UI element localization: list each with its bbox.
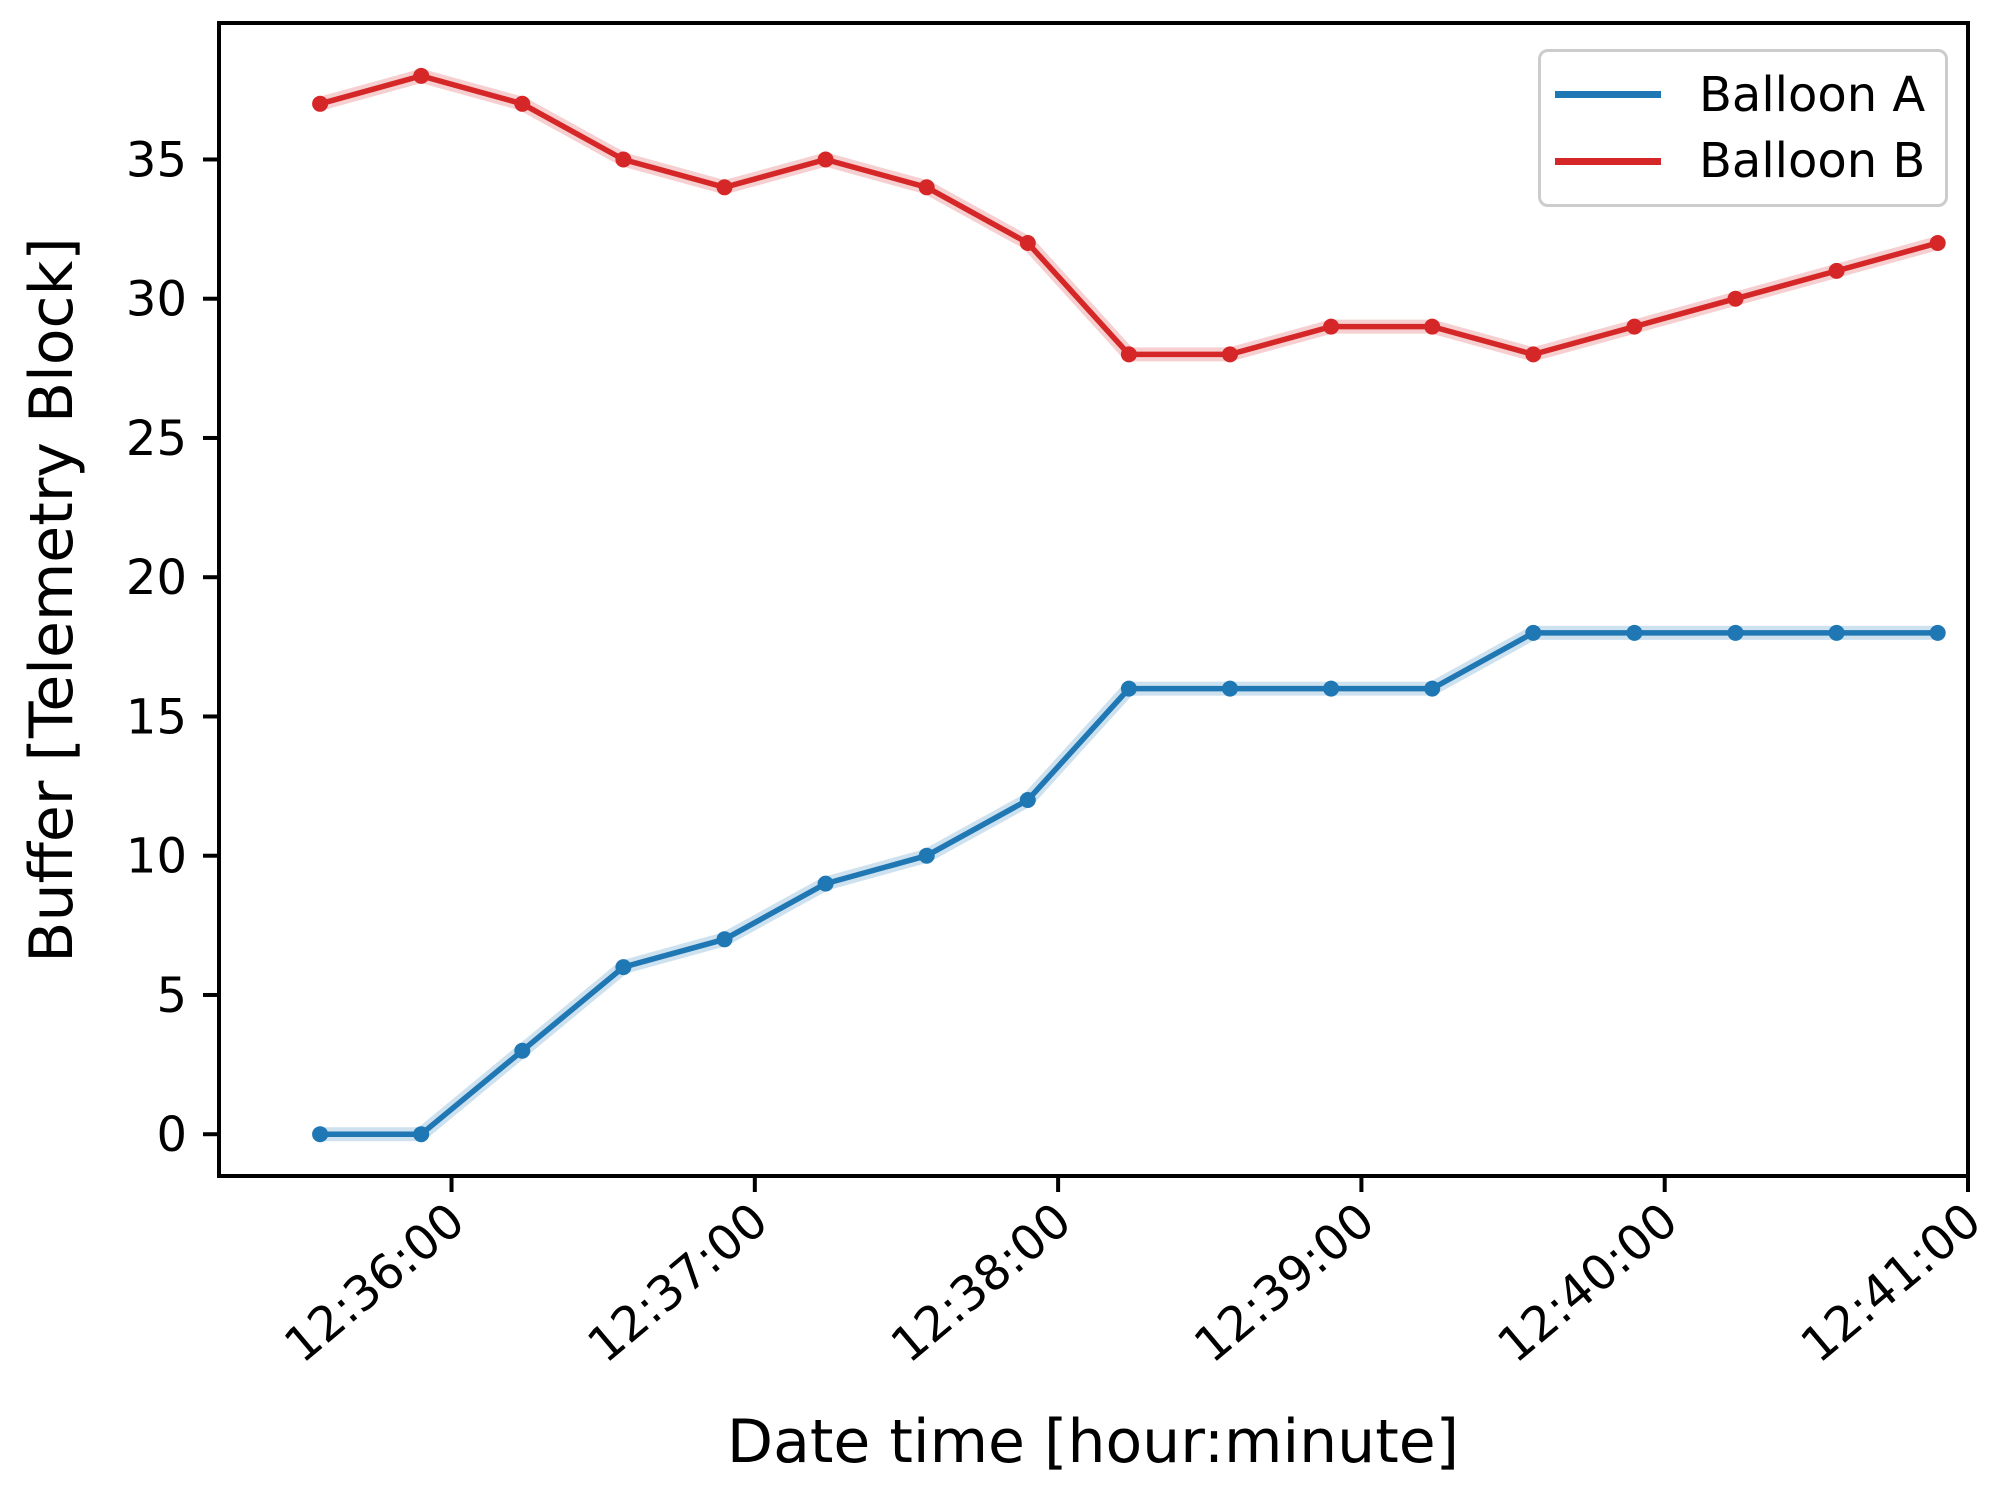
series-marker-balloon-b xyxy=(817,151,834,168)
axes-spines xyxy=(217,21,1970,1178)
series-marker-balloon-b xyxy=(1525,346,1542,363)
legend: Balloon A Balloon B xyxy=(1538,49,1948,207)
series-marker-balloon-a xyxy=(615,959,632,976)
series-marker-balloon-b xyxy=(1323,318,1340,335)
series-marker-balloon-b xyxy=(1424,318,1441,335)
series-marker-balloon-a xyxy=(1120,680,1137,697)
series-marker-balloon-a xyxy=(1222,680,1238,697)
series-marker-balloon-a xyxy=(1019,792,1036,808)
series-marker-balloon-a xyxy=(413,1126,430,1143)
series-marker-balloon-b xyxy=(615,151,632,168)
series-marker-balloon-a xyxy=(1424,680,1441,697)
series-marker-balloon-b xyxy=(1727,290,1744,307)
x-tick-label: 12:37:00 xyxy=(577,1192,778,1373)
y-tick-label: 20 xyxy=(126,550,187,606)
y-tick-label: 15 xyxy=(126,689,187,745)
series-marker-balloon-a xyxy=(1626,624,1643,641)
series-marker-balloon-a xyxy=(918,847,935,864)
series-marker-balloon-b xyxy=(1929,235,1946,251)
x-tick-label: 12:40:00 xyxy=(1487,1192,1688,1373)
legend-line-swatch-balloon-b xyxy=(1555,157,1661,165)
y-tick-label: 25 xyxy=(126,411,187,467)
y-tick-label: 35 xyxy=(126,132,187,188)
plot-area: 0 5 10 15 20 25 30 35 12:36:00 12:37:00 12:38:00 12… xyxy=(126,21,1992,1374)
series-marker-balloon-a xyxy=(716,931,733,948)
x-axis-label: Date time [hour:minute] xyxy=(727,1407,1459,1477)
series-marker-balloon-b xyxy=(1222,346,1238,363)
y-tick-label: 5 xyxy=(156,968,187,1024)
x-tick-label: 12:41:00 xyxy=(1791,1192,1992,1373)
legend-item-balloon-a: Balloon A xyxy=(1555,71,1945,119)
series-marker-balloon-a xyxy=(1525,624,1542,641)
series-marker-balloon-a xyxy=(1929,624,1946,641)
series-marker-balloon-b xyxy=(918,179,935,196)
series-marker-balloon-a xyxy=(1727,624,1744,641)
y-axis-label: Buffer [Telemetry Block] xyxy=(17,237,87,962)
x-tick-label: 12:36:00 xyxy=(274,1192,475,1373)
series-line-balloon-a xyxy=(317,630,1941,1137)
series-marker-balloon-b xyxy=(1828,262,1845,279)
series-marker-balloon-b xyxy=(413,67,430,84)
series-marker-balloon-b xyxy=(312,95,329,112)
y-tick-label: 0 xyxy=(156,1107,187,1163)
series-marker-balloon-a xyxy=(514,1042,531,1059)
series-marker-balloon-b xyxy=(1626,318,1643,335)
y-tick-label: 30 xyxy=(126,272,187,328)
series-marker-balloon-a xyxy=(312,1126,329,1143)
series-marker-balloon-a xyxy=(1323,680,1340,697)
legend-label: Balloon A xyxy=(1699,66,1926,123)
series-marker-balloon-a xyxy=(817,875,834,892)
series-marker-balloon-b xyxy=(716,179,733,196)
series-marker-balloon-a xyxy=(1828,624,1845,641)
legend-item-balloon-b: Balloon B xyxy=(1555,137,1945,185)
series-marker-balloon-b xyxy=(1019,235,1036,251)
series-marker-balloon-b xyxy=(1120,346,1137,363)
legend-line-swatch-balloon-a xyxy=(1555,91,1661,99)
series-marker-balloon-b xyxy=(514,95,531,112)
x-tick-label: 12:39:00 xyxy=(1184,1192,1385,1373)
x-tick-label: 12:38:00 xyxy=(881,1192,1082,1373)
series-halo-balloon-a xyxy=(313,625,1945,1142)
y-tick-label: 10 xyxy=(126,829,187,885)
legend-label: Balloon B xyxy=(1699,133,1926,190)
